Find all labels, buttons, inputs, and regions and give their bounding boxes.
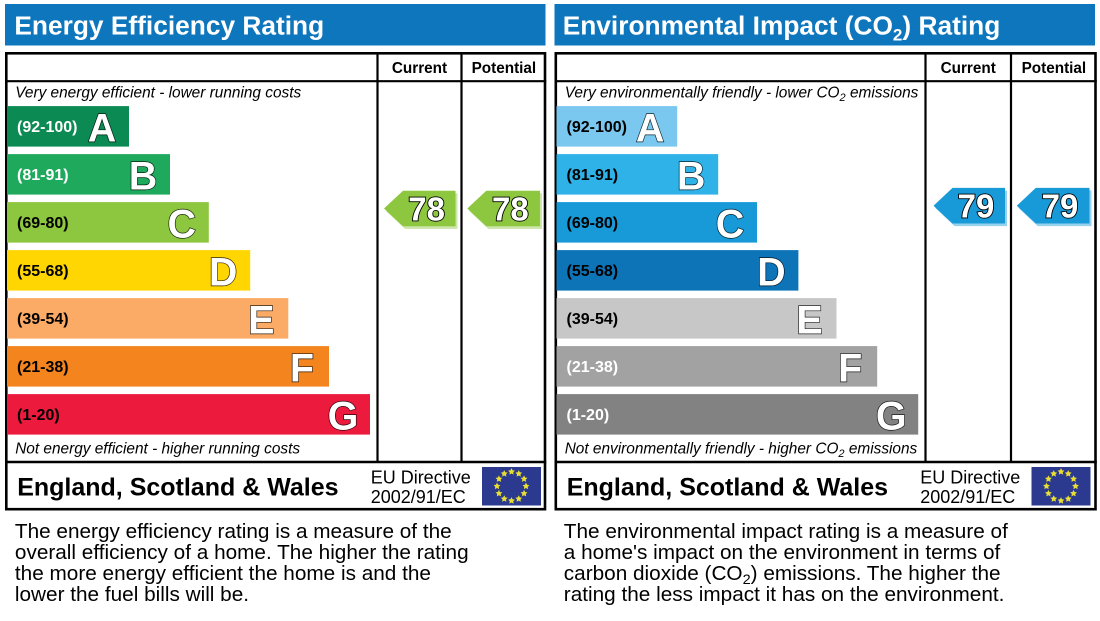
svg-text:Not energy efficient - higher: Not energy efficient - higher running co… [15, 441, 300, 458]
svg-text:England, Scotland & Wales: England, Scotland & Wales [567, 474, 888, 502]
svg-text:(21-38): (21-38) [17, 359, 69, 376]
svg-text:a home's impact on the environ: a home's impact on the environment in te… [564, 542, 1001, 564]
svg-text:Not environmentally friendly -: Not environmentally friendly - higher CO… [565, 441, 918, 461]
svg-text:the more energy efficient the: the more energy efficient the home is an… [15, 563, 431, 585]
svg-text:D: D [757, 250, 786, 294]
svg-text:B: B [677, 154, 706, 198]
svg-text:Current: Current [392, 60, 447, 77]
svg-text:(39-54): (39-54) [17, 311, 69, 328]
svg-text:Potential: Potential [1022, 60, 1087, 77]
svg-text:Environmental Impact (CO2) Rat: Environmental Impact (CO2) Rating [563, 10, 1001, 44]
svg-text:E: E [248, 298, 274, 342]
svg-text:79: 79 [1042, 188, 1079, 225]
svg-text:Very environmentally friendly: Very environmentally friendly - lower CO… [565, 85, 919, 105]
svg-text:A: A [88, 106, 117, 150]
svg-text:(92-100): (92-100) [567, 119, 627, 136]
svg-text:(69-80): (69-80) [567, 215, 619, 232]
svg-text:Energy Efficiency Rating: Energy Efficiency Rating [14, 10, 324, 40]
svg-text:78: 78 [492, 191, 529, 228]
svg-text:The environmental impact ratin: The environmental impact rating is a mea… [564, 521, 1008, 543]
svg-text:Potential: Potential [472, 60, 537, 77]
svg-text:G: G [328, 394, 359, 438]
svg-text:(69-80): (69-80) [17, 215, 69, 232]
svg-text:F: F [290, 346, 314, 390]
svg-text:2002/91/EC: 2002/91/EC [920, 487, 1015, 507]
svg-text:A: A [636, 106, 665, 150]
svg-text:The energy efficiency rating i: The energy efficiency rating is a measur… [15, 521, 452, 543]
svg-text:(81-91): (81-91) [567, 167, 619, 184]
svg-text:rating the less impact it has: rating the less impact it has on the env… [564, 584, 1005, 606]
svg-text:EU Directive: EU Directive [371, 467, 471, 487]
svg-text:carbon dioxide (CO2) emissions: carbon dioxide (CO2) emissions. The high… [564, 563, 1001, 588]
svg-text:2002/91/EC: 2002/91/EC [371, 487, 466, 507]
svg-text:lower the fuel bills will be.: lower the fuel bills will be. [15, 584, 249, 606]
svg-text:F: F [838, 346, 862, 390]
svg-text:(55-68): (55-68) [17, 263, 69, 280]
svg-text:78: 78 [408, 191, 445, 228]
svg-text:D: D [209, 250, 238, 294]
svg-text:B: B [129, 154, 158, 198]
svg-text:E: E [796, 298, 822, 342]
svg-text:Current: Current [941, 60, 996, 77]
svg-text:(55-68): (55-68) [567, 263, 619, 280]
svg-text:Very energy efficient - lower: Very energy efficient - lower running co… [15, 85, 301, 102]
svg-text:England, Scotland & Wales: England, Scotland & Wales [17, 474, 338, 502]
svg-text:(39-54): (39-54) [567, 311, 619, 328]
svg-text:(1-20): (1-20) [17, 407, 60, 424]
svg-text:C: C [716, 202, 745, 246]
svg-text:(1-20): (1-20) [567, 407, 610, 424]
svg-text:(92-100): (92-100) [17, 119, 77, 136]
svg-text:C: C [168, 202, 197, 246]
svg-text:EU Directive: EU Directive [920, 467, 1020, 487]
svg-text:(21-38): (21-38) [567, 359, 619, 376]
svg-text:overall efficiency of a home.: overall efficiency of a home. The higher… [15, 542, 469, 564]
svg-text:G: G [876, 394, 907, 438]
svg-text:(81-91): (81-91) [17, 167, 69, 184]
svg-text:79: 79 [958, 188, 995, 225]
